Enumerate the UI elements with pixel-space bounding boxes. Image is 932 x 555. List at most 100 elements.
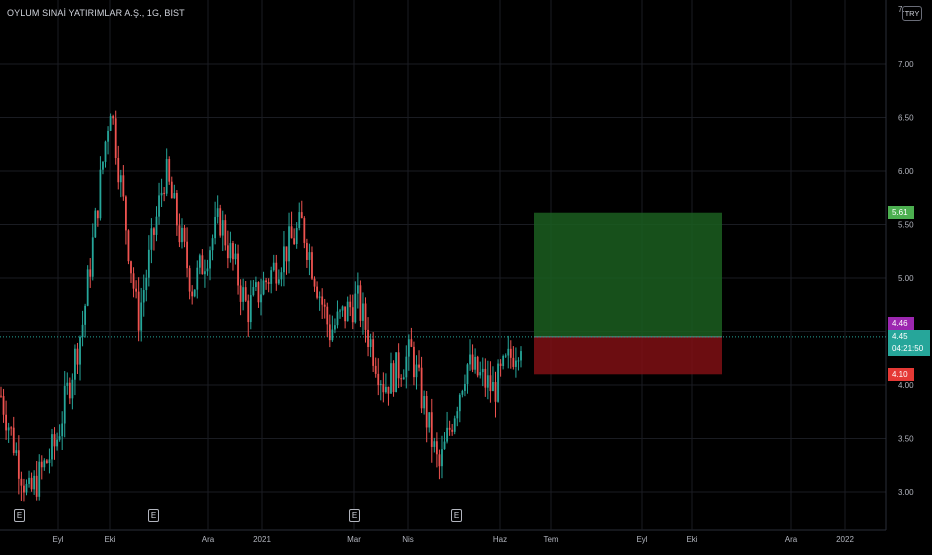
candle-body — [474, 356, 477, 370]
candle-body — [397, 352, 400, 379]
candle-body — [112, 116, 115, 119]
price-tick-label: 3.00 — [898, 488, 914, 497]
candle-body — [117, 158, 120, 183]
candle-body — [96, 210, 99, 219]
candle-body — [114, 118, 117, 159]
price-axis: 7.006.506.005.505.004.504.003.503.007. — [898, 5, 914, 497]
candle-body — [497, 363, 499, 402]
candle-body — [354, 293, 357, 323]
candle-body — [239, 285, 242, 302]
candle-body — [481, 368, 484, 373]
candle-body — [451, 429, 454, 432]
candle-body — [430, 412, 433, 447]
time-tick-label: 2021 — [253, 535, 271, 544]
candle-body — [66, 382, 69, 386]
candle-body — [94, 210, 97, 238]
candle-body — [163, 192, 166, 194]
price-tick-label: 7.00 — [898, 60, 914, 69]
candle-body — [346, 301, 349, 322]
candle-body — [489, 375, 492, 392]
candle-body — [379, 383, 382, 386]
candle-body — [5, 414, 7, 431]
candle-body — [211, 238, 214, 251]
candle-body — [428, 412, 431, 428]
candle-body — [418, 364, 420, 368]
candle-body — [232, 243, 234, 260]
candle-body — [372, 339, 375, 366]
candle-body — [456, 411, 459, 419]
candle-body — [168, 158, 171, 182]
candle-body — [382, 383, 385, 393]
candle-body — [441, 449, 443, 467]
earnings-event-icon[interactable]: E — [14, 509, 25, 522]
time-tick-label: Nis — [402, 535, 414, 544]
currency-badge[interactable]: TRY — [902, 6, 922, 21]
candle-body — [255, 282, 257, 288]
candle-body — [509, 348, 512, 358]
candle-body — [56, 439, 58, 447]
candle-body — [221, 220, 224, 236]
candle-body — [377, 373, 380, 386]
candle-body — [107, 130, 109, 142]
earnings-event-icon[interactable]: E — [451, 509, 462, 522]
candle-body — [30, 477, 33, 490]
candle-body — [494, 381, 497, 402]
time-tick-label: Ara — [785, 535, 798, 544]
candle-body — [53, 434, 56, 447]
candle-body — [89, 269, 92, 277]
earnings-event-icon[interactable]: E — [349, 509, 360, 522]
candle-body — [173, 193, 176, 199]
candle-body — [160, 192, 163, 196]
candle-body — [318, 296, 321, 298]
time-axis: Eyl Eki Ara 2021 Mar Nis Haz Tem Eyl Eki Ara 2022 — [52, 535, 854, 544]
candle-body — [122, 175, 125, 197]
candle-body — [76, 348, 79, 365]
candle-body — [295, 228, 298, 245]
time-tick-label: Eki — [686, 535, 697, 544]
candle-body — [188, 268, 191, 292]
candle-body — [362, 303, 364, 321]
candle-body — [45, 460, 48, 464]
candle-body — [226, 245, 229, 259]
candle-body — [165, 158, 168, 194]
candle-body — [132, 273, 135, 289]
candle-body — [341, 306, 344, 311]
candle-body — [219, 208, 222, 236]
candle-body — [242, 287, 245, 302]
candle-body — [484, 368, 487, 388]
earnings-event-icon[interactable]: E — [148, 509, 159, 522]
candle-body — [237, 253, 239, 286]
countdown-timer: 04:21:50 — [892, 344, 924, 353]
candle-body — [364, 303, 367, 330]
loss-zone — [534, 336, 722, 375]
candle-body — [305, 242, 308, 260]
candle-body — [244, 287, 247, 301]
candle-body — [127, 230, 130, 262]
candle-body — [183, 227, 186, 242]
candle-body — [308, 252, 311, 260]
entry-price-tag: 4.46 — [888, 317, 914, 330]
candle-body — [247, 300, 250, 323]
candle-body — [369, 339, 372, 348]
candle-body — [186, 241, 188, 269]
symbol-title[interactable]: OYLUM SINAİ YATIRIMLAR A.Ş., 1G, BIST — [7, 8, 185, 18]
candle-body — [15, 450, 18, 453]
candle-body — [181, 227, 183, 243]
candle-body — [216, 208, 219, 217]
candle-body — [392, 363, 395, 393]
candle-body — [407, 339, 410, 357]
candle-body — [2, 396, 5, 415]
candle-body — [288, 226, 290, 262]
candle-body — [520, 351, 522, 361]
candle-body — [471, 354, 474, 370]
candle-body — [466, 364, 469, 385]
last-price-tag: 4.45 04:21:50 — [888, 330, 930, 356]
candle-body — [502, 356, 505, 367]
stop-price-tag: 4.10 — [888, 368, 914, 381]
candle-body — [79, 336, 81, 365]
candle-body — [448, 427, 451, 430]
candle-body — [252, 287, 255, 296]
candle-body — [415, 364, 418, 378]
